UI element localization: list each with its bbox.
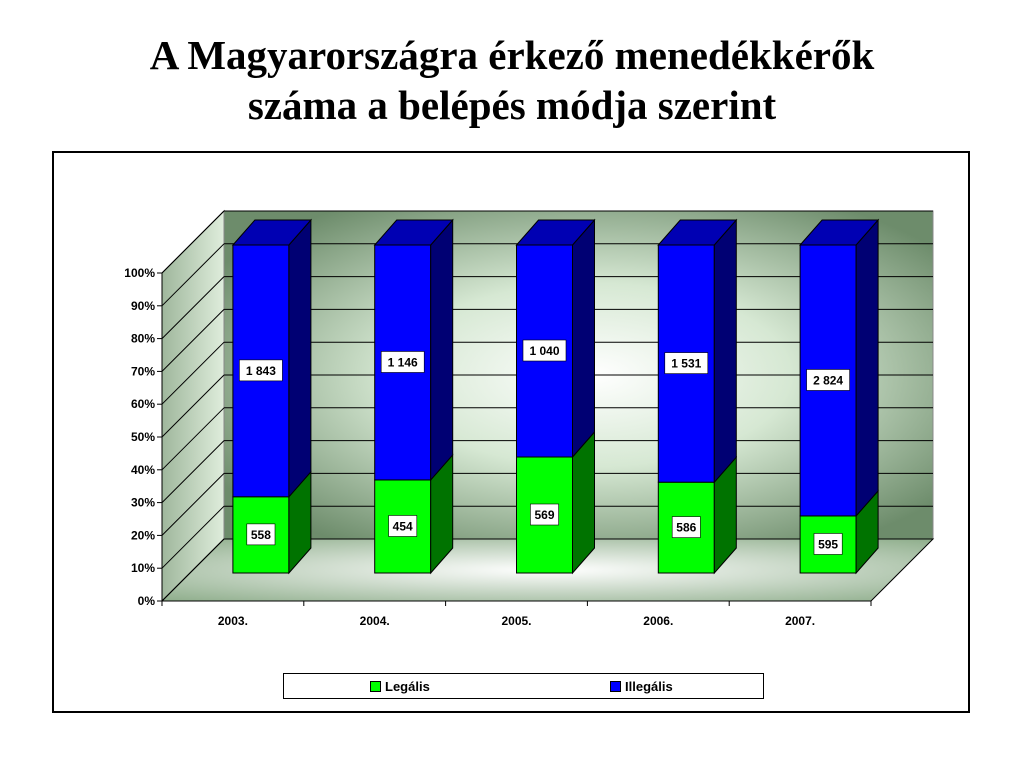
- bar-illeglis-1-side: [288, 218, 312, 499]
- data-label: 569: [534, 508, 554, 522]
- data-label: 595: [818, 537, 838, 551]
- bar-illeglis-2-top: [373, 219, 454, 246]
- x-tick-label: 2005.: [501, 614, 531, 628]
- y-tick-label: 70%: [131, 364, 155, 378]
- legend-swatch-legalis: [370, 680, 381, 692]
- gridline-side: [161, 505, 225, 569]
- gridline-side: [161, 440, 225, 503]
- gridline-side: [161, 276, 225, 339]
- y-tick-label: 90%: [131, 299, 155, 313]
- bar-illeglis-2-side: [430, 218, 454, 482]
- data-label: 1 040: [529, 344, 559, 358]
- y-tick-label: 40%: [131, 463, 155, 477]
- bar-illeglis-4-top: [657, 219, 738, 246]
- gridline-side: [161, 407, 225, 471]
- data-label-box: [806, 369, 850, 391]
- chart-frame: 0% 10% 20% 30% 40% 50% 60% 70% 80% 90% 100% 558 1 84…: [52, 151, 970, 713]
- gridline-side: [161, 309, 225, 372]
- data-label-box: [388, 515, 418, 537]
- x-tick-label: 2003.: [218, 614, 248, 628]
- legend-label-illegalis: Illegális: [625, 678, 673, 694]
- gridline-side: [161, 243, 225, 307]
- legend-label-legalis: Legális: [385, 678, 430, 694]
- legend: Legális Illegális: [283, 673, 764, 699]
- y-tick-label: 10%: [131, 561, 155, 575]
- data-label-box: [671, 516, 701, 538]
- data-label-box: [664, 352, 709, 374]
- data-label-box: [239, 359, 283, 382]
- legend-swatch-illegalis: [610, 680, 621, 692]
- y-tick-label: 30%: [131, 496, 155, 510]
- gridline-side: [161, 473, 225, 536]
- x-tick-label: 2004.: [360, 614, 390, 628]
- bar-illeglis-5-top: [798, 219, 880, 246]
- gridline-side: [161, 210, 225, 274]
- bar-illeglis-1-top: [231, 219, 313, 246]
- y-tick-label: 20%: [131, 528, 155, 542]
- data-label: 558: [251, 528, 271, 542]
- title-line-1: A Magyarországra érkező menedékkérők: [149, 32, 875, 78]
- bar-illeglis-4-side: [713, 218, 737, 484]
- data-label: 586: [676, 521, 696, 535]
- bar-illeglis-5-side: [855, 218, 879, 518]
- y-tick-label: 60%: [131, 397, 155, 411]
- data-label-box: [380, 351, 425, 373]
- gridline-side: [161, 341, 225, 405]
- data-label-box: [246, 523, 276, 546]
- x-tick-label: 2006.: [643, 614, 673, 628]
- y-tick-label: 80%: [131, 332, 155, 346]
- y-tick-label: 100%: [124, 266, 155, 280]
- x-tick-label: 2007.: [785, 614, 815, 628]
- data-label: 2 824: [813, 373, 843, 387]
- gridline-side: [161, 374, 225, 438]
- legend-item-illegalis: Illegális: [610, 674, 673, 698]
- page-title: A Magyarországra érkező menedékkérők szá…: [0, 30, 1024, 130]
- chart-plot: 0% 10% 20% 30% 40% 50% 60% 70% 80% 90% 100% 558 1 84…: [124, 209, 935, 628]
- data-label: 1 843: [246, 364, 276, 378]
- data-label: 1 146: [388, 355, 418, 369]
- data-label-box: [522, 339, 567, 362]
- y-tick-label: 0%: [138, 594, 156, 608]
- legend-item-legalis: Legális: [370, 674, 430, 698]
- data-label-box: [813, 533, 843, 555]
- data-label: 1 531: [671, 357, 701, 371]
- y-tick-label: 50%: [131, 430, 155, 444]
- gridline-side: [161, 538, 225, 602]
- title-line-2: száma a belépés módja szerint: [247, 82, 777, 128]
- bar-illeglis-3-side: [572, 218, 595, 459]
- bar-illeglis-3-top: [515, 219, 596, 246]
- data-label-box: [530, 503, 559, 526]
- data-label: 454: [393, 519, 413, 533]
